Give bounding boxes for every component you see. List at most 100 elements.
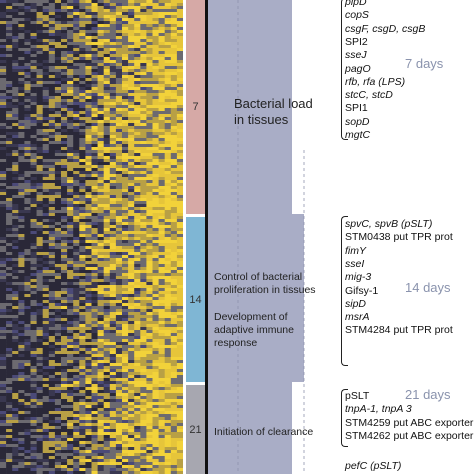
heatmap-cell [134,180,141,184]
heatmap-cell [73,231,80,235]
heatmap-cell [73,69,80,73]
heatmap-cell [54,129,62,133]
heatmap-cell [170,147,178,151]
heatmap-cell [128,465,135,469]
heatmap-cell [48,444,56,448]
heatmap-cell [61,18,68,22]
heatmap-cell [48,255,56,259]
heatmap-cell [115,471,123,474]
heatmap-cell [134,12,141,16]
heatmap-cell [54,201,62,205]
heatmap-cell [30,279,37,283]
heatmap-cell [140,195,147,199]
heatmap-cell [18,369,25,373]
phenotype-adaptive-response: Development of adaptive immune response [214,311,294,349]
heatmap-cell [42,192,50,196]
heatmap-cell [103,315,111,319]
heatmap-cell [85,87,92,91]
heatmap-cell [176,408,183,412]
heatmap-cell [146,78,153,82]
heatmap-cell [54,108,62,112]
heatmap-cell [115,3,123,7]
heatmap-cell [61,81,68,85]
heatmap-cell [30,138,37,142]
heatmap-cell [67,39,74,43]
heatmap-cell [103,60,111,64]
heatmap-cell [48,162,56,166]
heatmap-cell [97,174,104,178]
heatmap-cell [140,30,147,34]
heatmap-cell [140,315,147,319]
heatmap-cell [140,438,147,442]
heatmap-cell [54,300,62,304]
heatmap-cell [0,405,7,409]
heatmap-cell [42,153,50,157]
heatmap-cell [67,426,74,430]
heatmap-cell [18,3,25,7]
heatmap-cell [73,372,80,376]
heatmap-cell [85,264,92,268]
heatmap-cell [6,3,13,7]
heatmap-cell [0,213,7,217]
heatmap-cell [91,321,98,325]
heatmap-cell [48,240,56,244]
heatmap-cell [128,369,135,373]
heatmap-cell [30,249,37,253]
heatmap-cell [176,465,183,469]
heatmap-cell [134,342,141,346]
heatmap-cell [103,6,111,10]
heatmap-cell [97,258,104,262]
heatmap-cell [73,396,80,400]
heatmap-cell [109,117,117,121]
heatmap-cell [109,225,117,229]
heatmap-cell [18,378,25,382]
heatmap-cell [54,252,62,256]
heatmap-cell [36,27,43,31]
heatmap-cell [176,393,183,397]
heatmap-cell [109,375,117,379]
heatmap-cell [73,267,80,271]
heatmap-cell [6,426,13,430]
heatmap-cell [115,183,123,187]
heatmap-cell [12,303,19,307]
heatmap-cell [122,177,129,181]
heatmap-cell [54,153,62,157]
heatmap-cell [140,135,147,139]
heatmap-cell [42,180,50,184]
heatmap-cell [79,48,86,52]
heatmap-cell [176,360,183,364]
heatmap-cell [103,198,111,202]
heatmap-cell [122,30,129,34]
heatmap-cell [103,222,111,226]
heatmap-cell [12,165,19,169]
heatmap-cell [176,378,183,382]
heatmap-cell [128,48,135,52]
heatmap-cell [140,246,147,250]
heatmap-cell [115,360,123,364]
heatmap-cell [6,327,13,331]
heatmap-cell [79,192,86,196]
heatmap-cell [6,468,13,472]
heatmap-cell [36,87,43,91]
heatmap-cell [103,105,111,109]
heatmap-cell [103,468,111,472]
heatmap-cell [122,393,129,397]
heatmap-cell [128,123,135,127]
heatmap-cell [170,84,178,88]
heatmap-cell [79,417,86,421]
heatmap-cell [67,402,74,406]
heatmap-cell [79,210,86,214]
heatmap-cell [134,60,141,64]
heatmap-cell [67,213,74,217]
heatmap-cell [30,324,37,328]
heatmap-cell [30,216,37,220]
heatmap-cell [0,324,7,328]
heatmap-cell [79,159,86,163]
heatmap-cell [0,66,7,70]
heatmap-cell [128,306,135,310]
heatmap-cell [152,48,159,52]
heatmap-cell [79,84,86,88]
heatmap-cell [146,273,153,277]
heatmap-cell [91,351,98,355]
heatmap-cell [85,390,92,394]
